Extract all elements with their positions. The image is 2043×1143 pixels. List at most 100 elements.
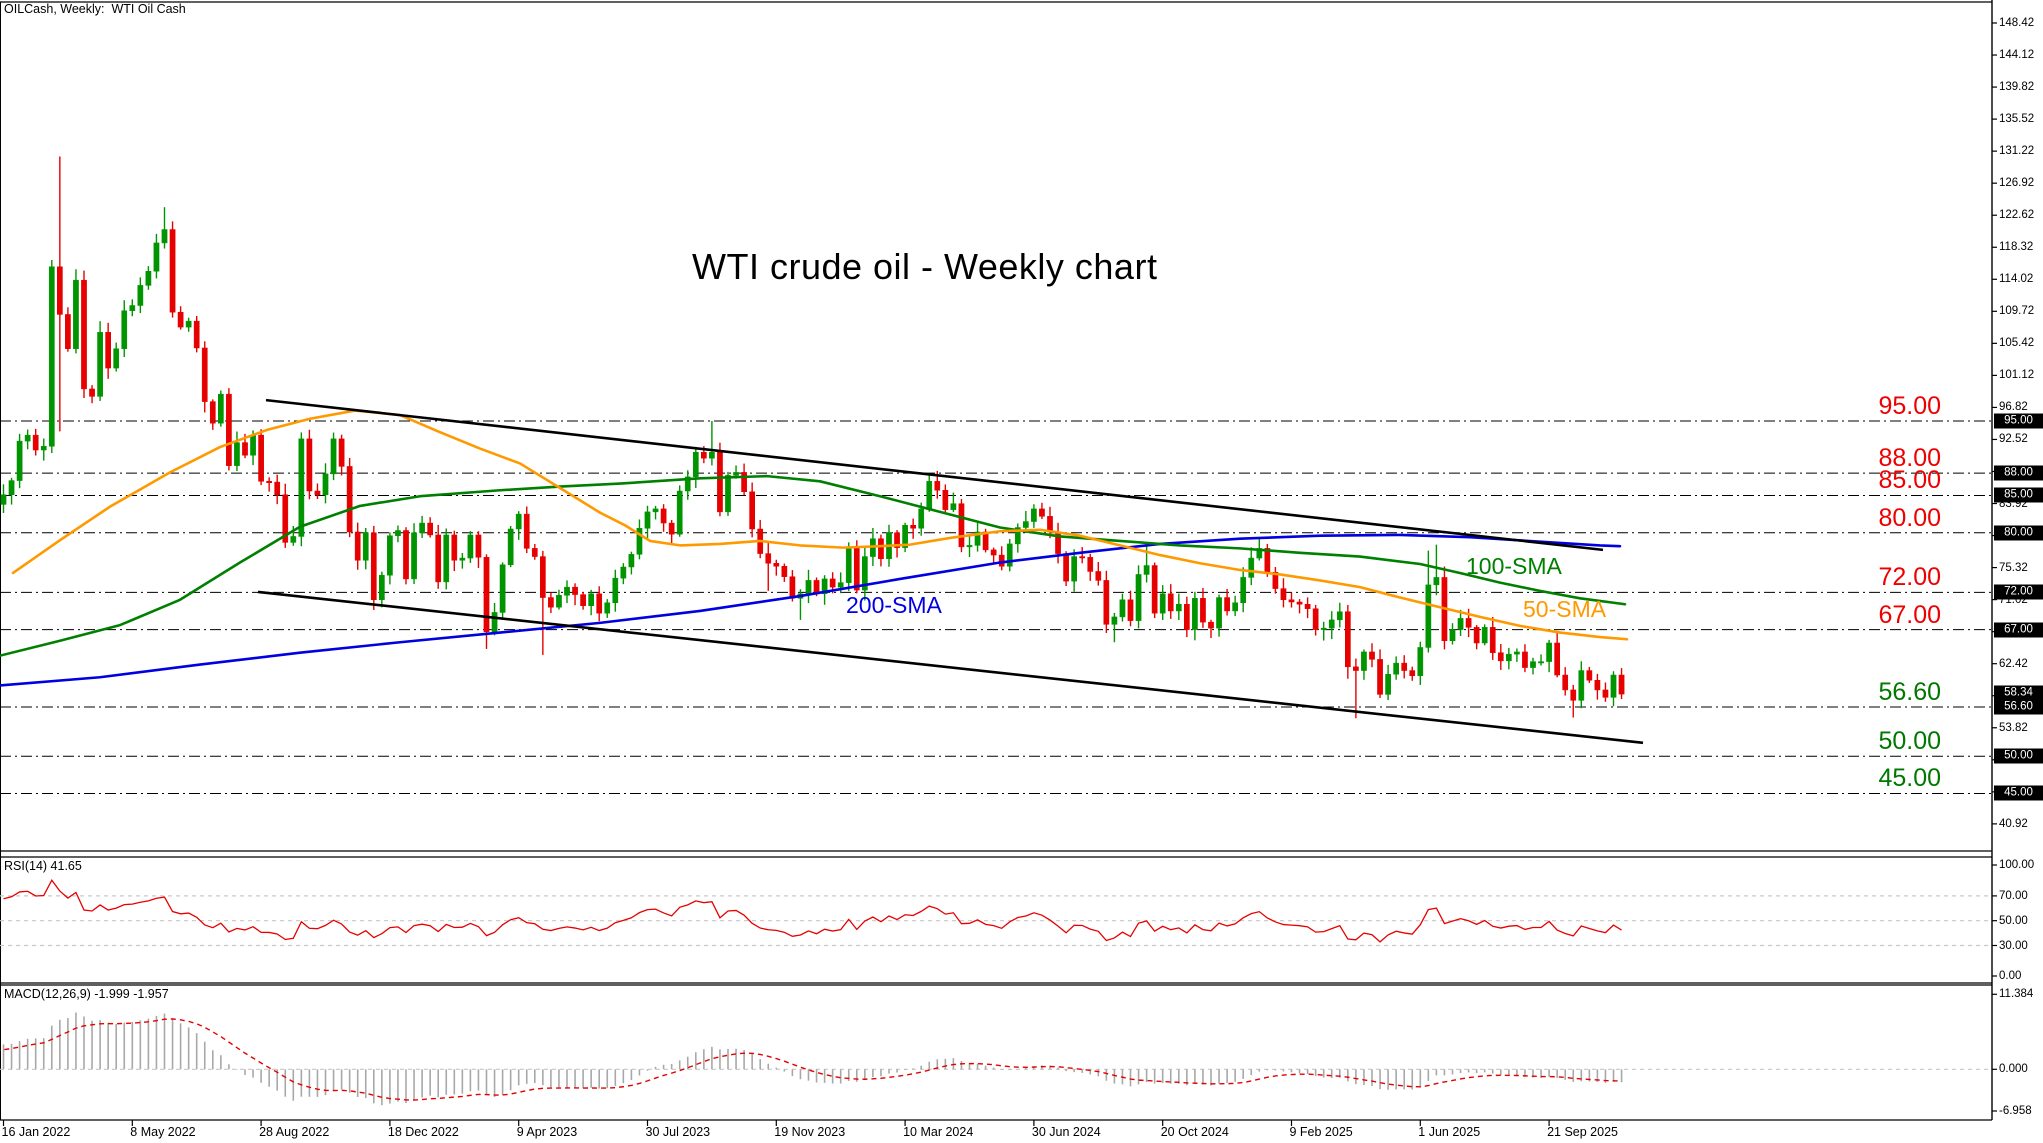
candle-body (709, 452, 715, 459)
candle-body (1465, 618, 1472, 628)
candle-body (185, 320, 192, 328)
candle-body (121, 310, 128, 349)
chart-title: WTI crude oil - Weekly chart (692, 246, 1158, 287)
date-label: 20 Oct 2024 (1160, 1125, 1229, 1139)
candle-body (1167, 593, 1174, 612)
price-tick-label: 40.92 (1999, 817, 2028, 830)
macd-tick-label: 0.000 (1999, 1063, 2028, 1076)
candle-body (1240, 577, 1247, 604)
candle-body (89, 388, 95, 397)
candle-body (717, 452, 723, 513)
candle-body (177, 311, 184, 328)
macd-indicator-label: MACD(12,26,9) -1.999 -1.957 (4, 987, 169, 1001)
candle-body (1175, 603, 1182, 612)
price-tick-label: 96.82 (1999, 401, 2028, 414)
date-label: 18 Dec 2022 (387, 1125, 459, 1139)
sma-50-label[interactable]: 50-SMA (1523, 596, 1607, 622)
candle-body (1039, 508, 1045, 517)
candle-body (733, 472, 739, 476)
candle-body (1023, 521, 1029, 528)
candle-body (580, 594, 586, 606)
date-label: 28 Aug 2022 (259, 1125, 330, 1139)
candle-body (918, 508, 925, 529)
candle-body (749, 491, 755, 530)
candle-body (1087, 557, 1094, 572)
level-label-80.00[interactable]: 80.00 (1878, 503, 1941, 532)
candle-body (1594, 679, 1601, 691)
candle-body (395, 530, 401, 536)
level-label-67.00[interactable]: 67.00 (1878, 600, 1941, 629)
price-tick-label: 135.52 (1999, 113, 2035, 126)
candle-body (1602, 689, 1609, 698)
price-tick-label: 53.82 (1999, 721, 2028, 734)
candle-body (1481, 627, 1488, 644)
candle-body (1256, 548, 1263, 559)
candle-body (1288, 599, 1295, 603)
candle-body (507, 528, 514, 566)
upper-channel-trendline (265, 398, 1604, 552)
level-label-85.00[interactable]: 85.00 (1878, 466, 1941, 495)
candle-body (1457, 618, 1464, 630)
candle-body (1312, 608, 1319, 630)
level-label-56.60[interactable]: 56.60 (1878, 678, 1941, 707)
level-label-88.00[interactable]: 88.00 (1878, 444, 1941, 473)
rsi-tick-label: 50.00 (1999, 914, 2028, 927)
sma-200-line (0, 533, 1622, 687)
candle-body (1151, 565, 1158, 614)
candle-body (878, 538, 884, 560)
candle-body (169, 229, 176, 313)
sma-100-label[interactable]: 100-SMA (1466, 553, 1562, 579)
candle-body (209, 401, 216, 424)
candle-body (636, 528, 643, 555)
candle-body (65, 314, 71, 349)
candle-body (8, 480, 15, 495)
candle-body (540, 556, 546, 598)
candle-body (379, 574, 385, 601)
level-label-50.00[interactable]: 50.00 (1878, 727, 1941, 756)
candle-body (298, 438, 305, 537)
candle-body (435, 534, 442, 583)
candle-body (1336, 611, 1343, 621)
level-label-72.00[interactable]: 72.00 (1878, 563, 1941, 592)
candle-body (1111, 616, 1118, 625)
candle-body (0, 494, 7, 505)
candle-body (274, 481, 281, 495)
candle-body (701, 452, 707, 459)
price-tick-label: 148.42 (1999, 17, 2035, 29)
candle-body (1216, 597, 1222, 629)
candle-body (1514, 651, 1520, 655)
candle-body (773, 563, 780, 567)
candle-body (1014, 527, 1021, 545)
macd-signal-line (0, 1018, 1622, 1101)
price-tick-label: 122.62 (1999, 209, 2035, 222)
candle-body (1538, 661, 1544, 664)
level-label-95.00[interactable]: 95.00 (1878, 391, 1941, 420)
candle-body (451, 534, 458, 561)
candle-body (950, 503, 957, 510)
candle-body (1506, 653, 1512, 662)
candle-body (16, 440, 23, 481)
sma-200-label[interactable]: 200-SMA (846, 592, 942, 618)
candle-body (523, 513, 530, 549)
candle-body (1159, 593, 1166, 614)
level-price-box-67.00: 67.00 (1994, 622, 2043, 638)
candle-body (234, 442, 240, 466)
candle-body (990, 549, 997, 556)
candle-body (1409, 670, 1416, 677)
candle-body (81, 279, 87, 390)
level-label-45.00[interactable]: 45.00 (1878, 764, 1941, 793)
date-label: 10 Mar 2024 (903, 1125, 974, 1139)
candle-body (137, 285, 144, 306)
candle-body (24, 434, 31, 442)
candle-body (1522, 651, 1528, 668)
candle-body (354, 531, 361, 561)
date-label: 8 May 2022 (130, 1125, 196, 1139)
candle-body (330, 438, 337, 475)
candle-body (966, 545, 973, 548)
candle-body (741, 472, 747, 493)
date-label: 21 Sep 2025 (1547, 1125, 1618, 1139)
candle-body (588, 593, 594, 606)
candle-body (564, 586, 570, 596)
